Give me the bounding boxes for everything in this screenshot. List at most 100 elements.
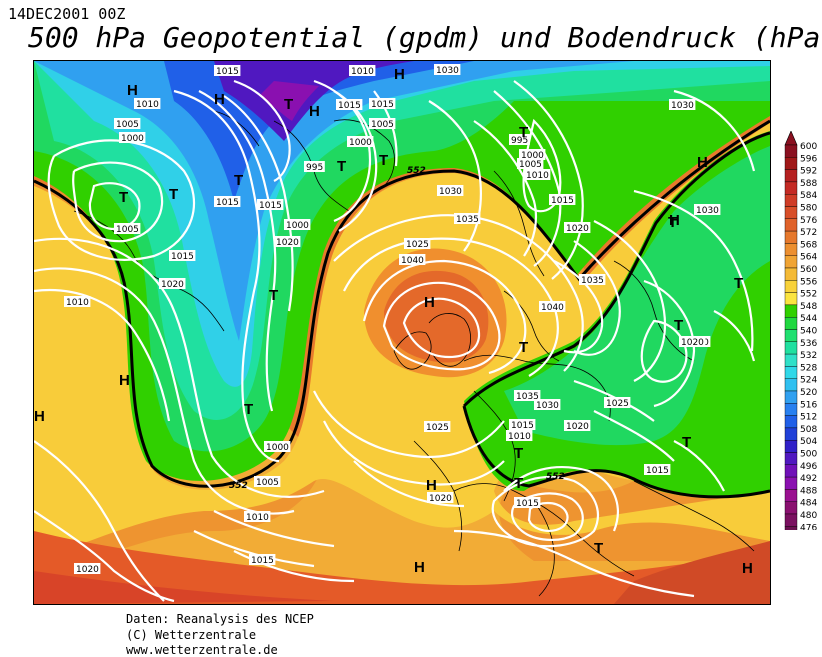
isobars [34, 79, 756, 603]
contour-552-east-upper [462, 131, 770, 408]
low-pressure-center: T [284, 96, 293, 113]
credit-website[interactable]: www.wetterzentrale.de [126, 643, 278, 657]
isobar-label: 1020 [159, 278, 186, 290]
datetime-label: 14DEC2001 00Z [8, 5, 126, 23]
legend-label: 488 [800, 486, 817, 496]
legend-label: 516 [800, 400, 817, 410]
isobar-label: 1035 [514, 390, 541, 402]
svg-text:1035: 1035 [456, 215, 479, 225]
legend-label: 484 [800, 499, 817, 509]
low-pressure-center: T [514, 445, 523, 462]
high-pressure-center: H [214, 91, 225, 108]
legend-swatch [784, 267, 798, 281]
isobar-label: 1035 [579, 274, 606, 286]
svg-text:1020: 1020 [429, 494, 452, 504]
legend-label: 500 [800, 450, 817, 460]
svg-text:1020: 1020 [276, 238, 299, 248]
legend-swatch [784, 243, 798, 256]
band-516 [34, 61, 634, 341]
svg-text:1035: 1035 [581, 276, 604, 286]
svg-text:1015: 1015 [338, 101, 361, 111]
svg-text:1005: 1005 [256, 478, 279, 488]
svg-text:1000: 1000 [286, 221, 309, 231]
legend-label: 560 [800, 265, 817, 275]
legend-label: 524 [800, 376, 817, 386]
contour-552-labels: 552 552 552 [229, 166, 565, 491]
legend-label: 528 [800, 363, 817, 373]
isobar-label: 1040 [399, 254, 426, 266]
high-pressure-center: H [34, 408, 45, 425]
low-pressure-center: T [668, 214, 677, 231]
legend-swatch [784, 194, 798, 207]
legend-label: 476 [800, 523, 817, 530]
legend-label: 544 [800, 314, 817, 324]
legend-label: 580 [800, 204, 817, 214]
svg-text:995: 995 [306, 163, 323, 173]
svg-text:1040: 1040 [401, 256, 424, 266]
svg-text:1010: 1010 [246, 513, 269, 523]
high-pressure-center: H [394, 66, 405, 83]
svg-text:1020: 1020 [76, 565, 99, 575]
legend-swatch [784, 415, 798, 429]
svg-text:1005: 1005 [116, 225, 139, 235]
legend-label: 508 [800, 425, 817, 435]
legend-label: 512 [800, 413, 817, 423]
band-492 [259, 81, 319, 121]
svg-text:1000: 1000 [121, 134, 144, 144]
high-pressure-center: H [414, 559, 425, 576]
svg-text:1010: 1010 [508, 432, 531, 442]
isobar-label: 1015 [336, 99, 363, 111]
contour-552-east-lower [462, 405, 770, 499]
high-pressure-center: H [426, 477, 437, 494]
low-pressure-center: T [337, 158, 346, 175]
isobar-label: 1040 [539, 301, 566, 313]
legend-swatch [784, 440, 798, 453]
low-pressure-center: T [674, 317, 683, 334]
svg-text:1010: 1010 [526, 171, 549, 181]
svg-text:1025: 1025 [606, 399, 629, 409]
isobar-label: 1010 [134, 98, 161, 110]
legend-label: 520 [800, 388, 817, 398]
isobar-label: 1015 [644, 464, 671, 476]
legend-swatch [784, 390, 798, 404]
low-pressure-center: T [734, 275, 743, 292]
isobar-label: 1010 [349, 65, 376, 77]
legend-label: 568 [800, 240, 817, 250]
credit-data-source: Daten: Reanalysis des NCEP [126, 612, 314, 626]
high-pressure-center: H [119, 372, 130, 389]
color-legend: 600 596 592 588 584 580 576 572 568 564 560 556 552 5… [784, 131, 817, 530]
svg-text:1015: 1015 [646, 466, 669, 476]
isobar-label: 1030 [694, 204, 721, 216]
low-pressure-center: T [519, 124, 528, 141]
isobar-label: 1015 [169, 250, 196, 262]
svg-text:1010: 1010 [136, 100, 159, 110]
isobar-label: 1005 [369, 118, 396, 130]
isobar-label: 1015 [214, 65, 241, 77]
low-pressure-center: T [169, 186, 178, 203]
legend-swatch [784, 144, 798, 158]
isobar-label: 1020 [74, 563, 101, 575]
svg-text:1020: 1020 [681, 338, 704, 348]
low-pressure-center: T [379, 152, 388, 169]
contour-552-label: 552 [229, 481, 248, 491]
isobar-label: 1025 [604, 397, 631, 409]
map-title: 500 hPa Geopotential (gpdm) und Bodendru… [28, 21, 822, 54]
legend-swatch [784, 280, 798, 293]
isobar-label: 1015 [257, 199, 284, 211]
legend-swatch [784, 255, 798, 269]
isobar-label: 1005 [517, 158, 544, 170]
legend-label: 596 [800, 154, 817, 164]
isobar-label: 1005 [254, 476, 281, 488]
low-pressure-center: T [514, 475, 523, 492]
high-pressure-center: H [669, 212, 680, 229]
low-pressure-center: T [269, 287, 278, 304]
legend-swatch [784, 476, 798, 490]
svg-text:1010: 1010 [351, 67, 374, 77]
isobar-label: 1030 [437, 185, 464, 197]
band-540-east [504, 146, 770, 446]
isobar-label: 1010 [506, 430, 533, 442]
svg-text:1035: 1035 [516, 392, 539, 402]
isobar-label: 1020 [274, 236, 301, 248]
